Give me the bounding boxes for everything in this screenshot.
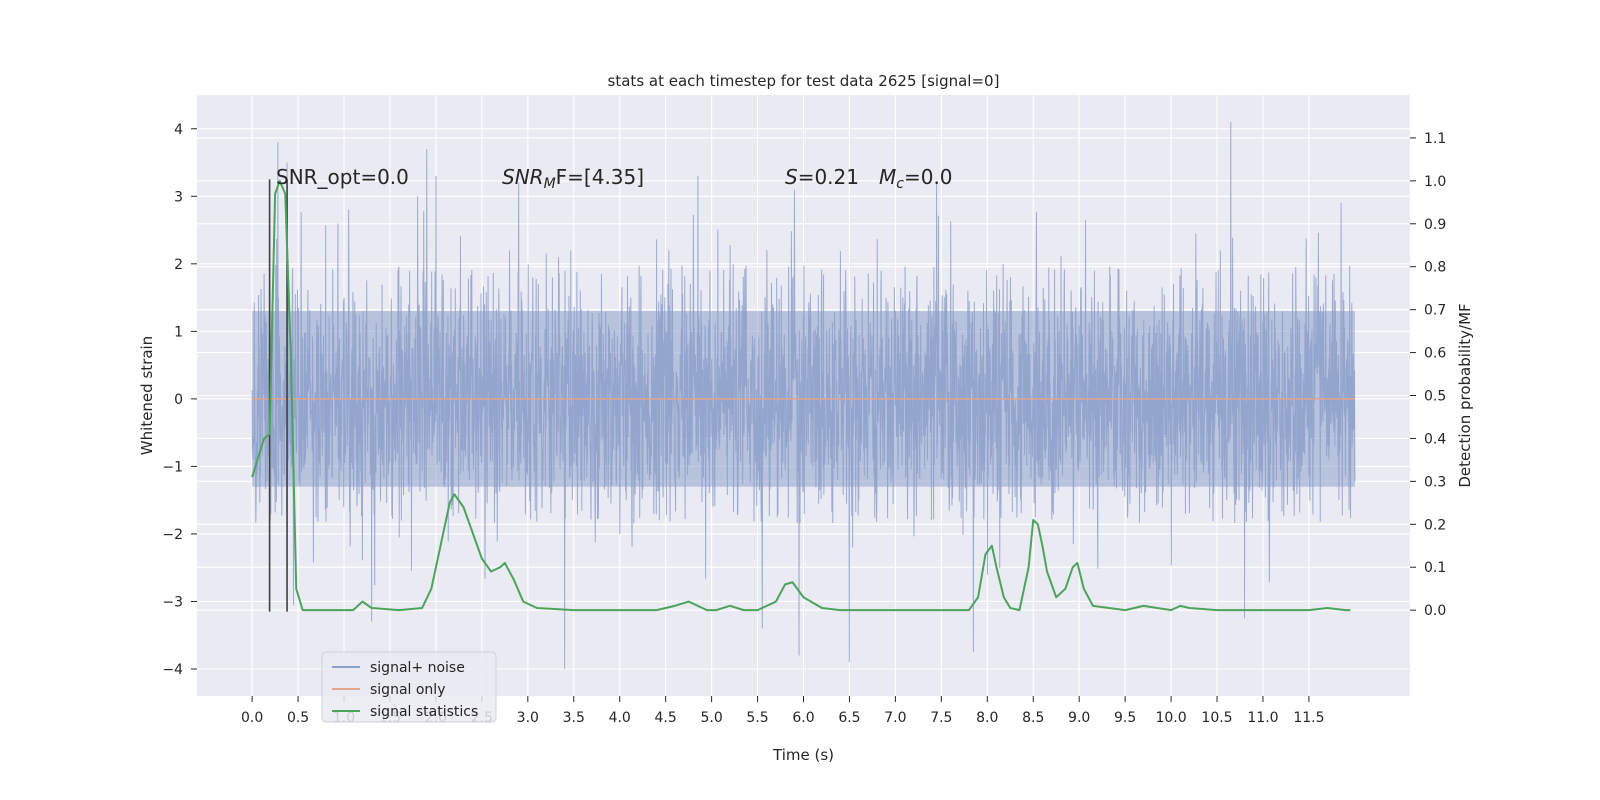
annotation-s-value: =0.21: [798, 165, 859, 189]
y-left-tick-label-7: 3: [174, 189, 183, 205]
x-tick-label-1: 0.5: [287, 710, 309, 726]
y-right-tick-label-8: 0.8: [1424, 260, 1446, 276]
y-right-tick-label-11: 1.1: [1424, 131, 1446, 147]
y-left-tick-label-3: −1: [162, 459, 183, 475]
x-tick-label-8: 4.0: [609, 710, 631, 726]
annotation-snr-mf-sub: M: [544, 176, 556, 192]
y-right-tick-label-10: 1.0: [1424, 174, 1446, 190]
legend-box: [321, 651, 497, 723]
annotation-mc-sub: c: [896, 176, 904, 192]
x-tick-label-21: 10.5: [1201, 710, 1232, 726]
x-tick-label-10: 5.0: [700, 710, 722, 726]
series-signal-statistics: [251, 179, 1351, 612]
y-axis-label-left: Whitened strain: [138, 336, 156, 455]
y-right-tick-label-4: 0.4: [1424, 431, 1446, 447]
legend-entry-signal-plus-noise: signal+ noise: [370, 660, 465, 676]
x-tick-label-12: 6.0: [792, 710, 814, 726]
annotation-snr-mf-label: SNR: [502, 165, 544, 189]
y-left-tick-label-6: 2: [174, 257, 183, 273]
chart-title: stats at each timestep for test data 262…: [608, 72, 1000, 90]
x-tick-label-15: 7.5: [930, 710, 952, 726]
y-right-tick-label-9: 0.9: [1424, 217, 1446, 233]
annotation-snr-mf: SNRMF=[4.35]: [502, 165, 644, 192]
x-axis-label: Time (s): [772, 746, 834, 764]
x-tick-label-14: 7.0: [884, 710, 906, 726]
x-tick-label-7: 3.5: [563, 710, 585, 726]
x-tick-label-13: 6.5: [838, 710, 860, 726]
x-tick-label-23: 11.5: [1293, 710, 1324, 726]
y-right-tick-label-3: 0.3: [1424, 474, 1446, 490]
y-right-tick-label-1: 0.1: [1424, 560, 1446, 576]
annotation-snr-opt: SNR_opt=0.0: [276, 165, 409, 189]
x-tick-label-6: 3.0: [517, 710, 539, 726]
x-tick-label-20: 10.0: [1155, 710, 1186, 726]
legend-entry-signal-statistics: signal statistics: [370, 704, 478, 720]
y-left-tick-label-2: −2: [162, 527, 183, 543]
y-right-tick-label-7: 0.7: [1424, 303, 1446, 319]
x-tick-label-0: 0.0: [241, 710, 263, 726]
x-tick-label-16: 8.0: [976, 710, 998, 726]
annotation-s: S=0.21: [785, 165, 859, 189]
y-axis-label-right: Detection probability/MF: [1456, 303, 1474, 487]
y-right-tick-label-6: 0.6: [1424, 346, 1446, 362]
x-tick-label-18: 9.0: [1068, 710, 1090, 726]
annotation-mc: Mc=0.0: [879, 165, 953, 192]
annotation-snr-mf-rest: F=[4.35]: [556, 165, 644, 189]
y-left-tick-label-0: −4: [162, 662, 183, 678]
y-left-tick-label-4: 0: [174, 392, 183, 408]
x-tick-label-22: 11.0: [1247, 710, 1278, 726]
annotation-s-label: S: [785, 165, 798, 189]
y-left-tick-label-8: 4: [174, 122, 183, 138]
y-right-tick-label-2: 0.2: [1424, 517, 1446, 533]
y-left-tick-label-5: 1: [174, 324, 183, 340]
legend: signal+ noise signal only signal statist…: [321, 651, 497, 723]
signal-statistics-line: [251, 179, 1351, 612]
annotation-mc-value: =0.0: [904, 165, 953, 189]
annotation-mc-label: M: [879, 165, 896, 189]
y-right-tick-label-5: 0.5: [1424, 389, 1446, 405]
y-right-tick-label-0: 0.0: [1424, 603, 1446, 619]
legend-entry-signal-only: signal only: [370, 682, 445, 698]
x-tick-label-19: 9.5: [1114, 710, 1136, 726]
y-left-tick-label-1: −3: [162, 594, 183, 610]
x-tick-label-9: 4.5: [655, 710, 677, 726]
axes: 0.00.51.01.52.02.53.03.54.04.55.05.56.06…: [162, 122, 1446, 726]
x-tick-label-11: 5.5: [746, 710, 768, 726]
x-tick-label-17: 8.5: [1022, 710, 1044, 726]
